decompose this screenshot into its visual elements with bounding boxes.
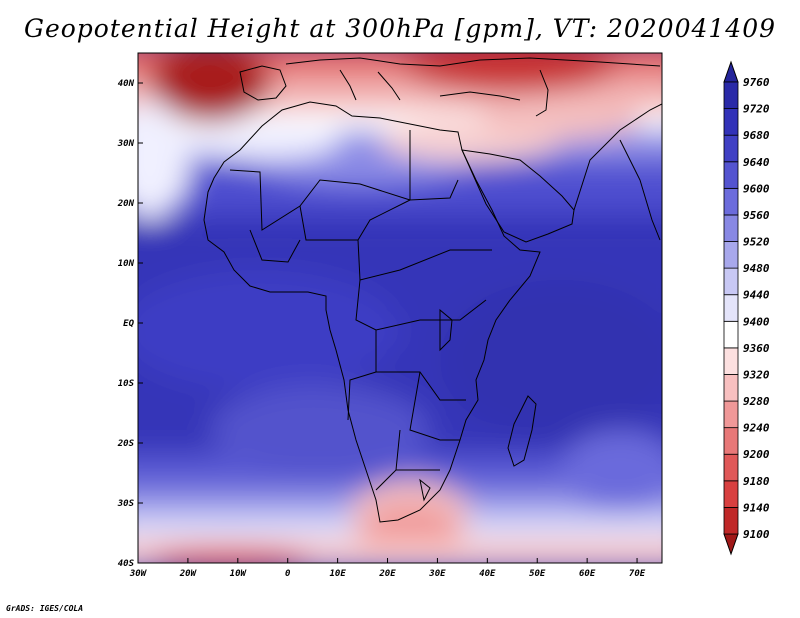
colorbar-box [723, 187, 739, 216]
colorbar-label: 9400 [743, 315, 770, 328]
lat-tick-label: 30N [117, 139, 135, 149]
colorbar-box [723, 347, 739, 375]
longitude-axis: 30W 20W 10W 0 10E 20E 30E 40E 50E 60E 70E [129, 558, 646, 579]
colorbar-box [723, 267, 739, 296]
colorbar-label: 9760 [743, 76, 770, 89]
map-title: Geopotential Height at 300hPa [gpm], VT:… [23, 14, 777, 43]
colorbar-label: 9100 [743, 528, 770, 541]
colorbar-box [723, 507, 739, 535]
lat-tick-label: 40N [118, 79, 135, 89]
colorbar-label: 9320 [743, 368, 770, 381]
colorbar-label: 9440 [743, 289, 770, 302]
colorbar-low-arrow [723, 533, 739, 556]
colorbar-box [723, 161, 739, 189]
lon-tick-label: 10E [329, 569, 346, 579]
colorbar-box [723, 480, 739, 508]
lat-tick-label: 20S [117, 439, 135, 449]
lon-tick-label: 30E [428, 569, 446, 579]
colorbar-box [723, 400, 739, 429]
colorbar-label: 9560 [743, 209, 770, 222]
lon-tick-label: 10W [230, 569, 248, 579]
colorbar-box [723, 453, 739, 482]
colorbar-label: 9360 [743, 342, 770, 355]
colorbar-box [723, 374, 739, 402]
colorbar-high-arrow [723, 60, 739, 83]
colorbar-label: 9680 [743, 129, 770, 142]
lat-tick-label: EQ [123, 319, 134, 329]
colorbar-label: 9200 [743, 448, 770, 461]
colorbar: 9100 9140 9180 9200 9240 9280 9320 9360 9400 9440… [723, 60, 770, 556]
colorbar-box [723, 427, 739, 455]
colorbar-label: 9720 [743, 103, 770, 116]
colorbar-label: 9240 [743, 422, 770, 435]
colorbar-label: 9140 [743, 501, 770, 514]
colorbar-label: 9180 [743, 475, 770, 488]
colorbar-label: 9600 [743, 182, 770, 195]
height-field [138, 53, 662, 563]
lat-tick-label: 20N [117, 199, 135, 209]
latitude-axis: 40S 30S 20S 10S EQ 10N 20N 30N 40N [117, 79, 143, 569]
colorbar-box [723, 81, 739, 109]
plot-frame [137, 52, 663, 564]
lon-tick-label: 60E [579, 569, 596, 579]
colorbar-box [723, 108, 739, 136]
lat-tick-label: 10S [118, 379, 135, 389]
lat-tick-label: 30S [117, 499, 135, 509]
lat-tick-label: 10N [118, 259, 135, 269]
colorbar-label: 9520 [743, 236, 770, 249]
colorbar-label: 9280 [743, 395, 770, 408]
colorbar-box [723, 320, 739, 349]
lon-tick-label: 40E [479, 569, 496, 579]
lon-tick-label: 20W [179, 569, 198, 579]
colorbar-box [723, 241, 739, 269]
colorbar-label: 9640 [743, 156, 770, 169]
lon-tick-label: 20E [378, 569, 396, 579]
lon-tick-label: 0 [285, 569, 291, 579]
lon-tick-label: 50E [529, 569, 546, 579]
colorbar-box [723, 214, 739, 242]
lat-tick-label: 40S [118, 559, 135, 569]
lon-tick-label: 70E [629, 569, 646, 579]
colorbar-label: 9480 [743, 262, 770, 275]
colorbar-box [723, 134, 739, 163]
lon-tick-label: 30W [129, 569, 148, 579]
coastlines [203, 57, 662, 523]
colorbar-box [723, 294, 739, 322]
grads-credit: GrADS: IGES/COLA [6, 604, 84, 613]
